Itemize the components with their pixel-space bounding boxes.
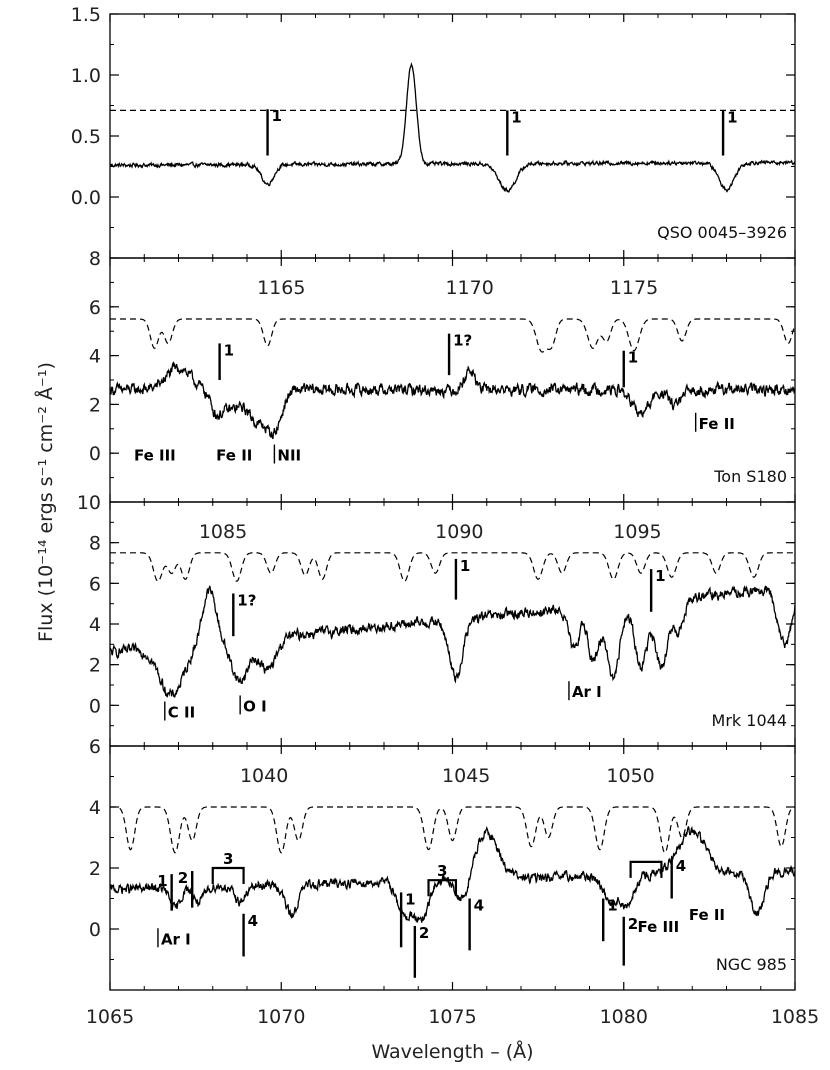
- x-tick-label: 1075: [428, 1006, 476, 1028]
- ion-label: NII: [277, 447, 301, 465]
- line-id-label: 4: [474, 897, 484, 915]
- rest-wavelength-label: 1085: [199, 521, 247, 543]
- y-tick-label: 2: [89, 394, 101, 416]
- ion-label: Fe II: [689, 906, 725, 924]
- rest-wavelength-label: 1045: [442, 765, 490, 787]
- y-tick-label: 2: [89, 655, 101, 677]
- y-tick-label: 0: [89, 919, 101, 941]
- x-tick-label: 1065: [86, 1006, 134, 1028]
- rest-wavelength-label: 1095: [613, 521, 661, 543]
- y-tick-label: 8: [89, 248, 101, 270]
- y-tick-label: 6: [89, 573, 101, 595]
- line-id-label: 4: [676, 857, 686, 875]
- object-name: QSO 0045–3926: [657, 223, 787, 242]
- y-tick-label: 10: [77, 492, 101, 514]
- object-name: Mrk 1044: [712, 711, 787, 730]
- model-template-line: [110, 806, 796, 854]
- model-template-line: [110, 318, 796, 353]
- line-id-label: 4: [248, 912, 258, 930]
- spectrum-line: [109, 825, 796, 923]
- line-id-label: 2: [628, 915, 638, 933]
- blend-bracket: [211, 866, 245, 884]
- x-tick-label: 1080: [600, 1006, 648, 1028]
- line-id-label: 1: [272, 107, 282, 125]
- y-tick-label: 1.0: [71, 65, 101, 87]
- x-axis-title: Wavelength – (Å): [371, 1040, 533, 1063]
- rest-wavelength-label: 1170: [445, 277, 493, 299]
- line-id-label: 1: [460, 557, 470, 575]
- ion-label: Ar I: [572, 683, 602, 701]
- y-tick-label: 6: [89, 297, 101, 319]
- spectrum-line: [109, 584, 796, 698]
- ion-label: Fe II: [699, 415, 735, 433]
- ion-label: O I: [243, 697, 267, 715]
- line-id-label: 1: [655, 567, 665, 585]
- blend-label: 3: [223, 850, 233, 868]
- rest-wavelength-label: 1090: [435, 521, 483, 543]
- line-id-label: 2: [419, 924, 429, 942]
- y-tick-label: 0.5: [71, 126, 101, 148]
- panel-frame: [109, 13, 796, 259]
- line-id-label: 2: [178, 869, 188, 887]
- blend-bracket: [629, 860, 663, 878]
- y-tick-label: 2: [89, 858, 101, 880]
- model-template-line: [110, 552, 795, 583]
- spectrum-line: [109, 361, 796, 440]
- line-id-label: 1: [607, 897, 617, 915]
- y-tick-label: 1.5: [71, 4, 101, 26]
- line-id-label: 1: [628, 349, 638, 367]
- rest-wavelength-label: 1050: [606, 765, 654, 787]
- line-id-label: 1: [224, 341, 234, 359]
- x-tick-label: 1070: [257, 1006, 305, 1028]
- y-tick-label: 0: [89, 695, 101, 717]
- object-name: NGC 985: [716, 955, 787, 974]
- ion-label: Fe III: [134, 447, 176, 465]
- ion-label: Ar I: [161, 930, 191, 948]
- rest-wavelength-label: 1165: [257, 277, 305, 299]
- rest-wavelength-label: 1040: [240, 765, 288, 787]
- ion-label: Fe II: [216, 447, 252, 465]
- x-tick-label: 1085: [771, 1006, 819, 1028]
- ion-label: C II: [168, 704, 195, 722]
- y-axis-title: Flux (10⁻¹⁴ ergs s⁻¹ cm⁻² Å⁻¹): [34, 362, 57, 642]
- rest-wavelength-label: 1175: [610, 277, 658, 299]
- spectrum-line: [109, 61, 796, 193]
- object-name: Ton S180: [713, 467, 787, 486]
- y-tick-label: 4: [89, 346, 101, 368]
- blend-label: 3: [437, 862, 447, 880]
- y-tick-label: 0: [89, 443, 101, 465]
- line-id-label: 1?: [453, 332, 472, 350]
- line-id-label: 1: [157, 872, 167, 890]
- line-id-label: 1: [511, 108, 521, 126]
- y-tick-label: 6: [89, 736, 101, 758]
- line-id-label: 1: [405, 890, 415, 908]
- y-tick-label: 8: [89, 533, 101, 555]
- ion-label: Fe III: [637, 918, 679, 936]
- line-id-label: 1: [727, 108, 737, 126]
- line-id-label: 1?: [237, 592, 256, 610]
- y-tick-label: 0.0: [71, 187, 101, 209]
- blend-bracket: [427, 879, 458, 897]
- y-tick-label: 4: [89, 614, 101, 636]
- y-tick-label: 4: [89, 797, 101, 819]
